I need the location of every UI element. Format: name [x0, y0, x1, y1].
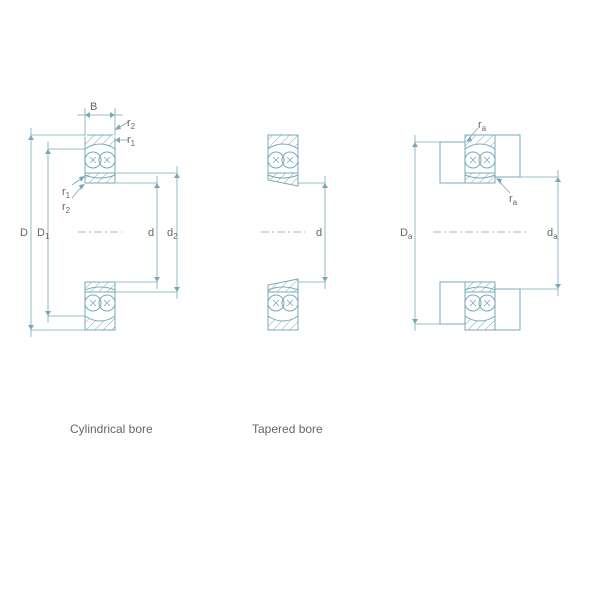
diagram-cylindrical: B r2 r1 r1 r2 D D1 d — [20, 101, 180, 337]
caption-cylindrical: Cylindrical bore — [70, 422, 153, 436]
svg-text:da: da — [547, 227, 558, 241]
caption-tapered: Tapered bore — [252, 422, 323, 436]
label-B: B — [90, 101, 97, 113]
svg-text:r1: r1 — [127, 134, 136, 148]
svg-text:r2: r2 — [127, 117, 136, 131]
svg-text:d2: d2 — [167, 227, 178, 241]
diagram-canvas: B r2 r1 r1 r2 D D1 d — [0, 0, 600, 600]
label-D: D — [20, 227, 28, 239]
diagram-housing: ra ra Da da — [400, 119, 561, 331]
svg-text:ra: ra — [478, 119, 487, 133]
svg-text:ra: ra — [509, 193, 518, 207]
svg-text:Da: Da — [400, 227, 413, 241]
label-d-tapered: d — [316, 227, 322, 239]
diagram-tapered: d — [261, 135, 328, 330]
svg-text:r2: r2 — [62, 201, 71, 215]
label-d: d — [148, 227, 154, 239]
svg-text:r1: r1 — [62, 186, 71, 200]
bearing-schematic-svg: B r2 r1 r1 r2 D D1 d — [0, 0, 600, 600]
